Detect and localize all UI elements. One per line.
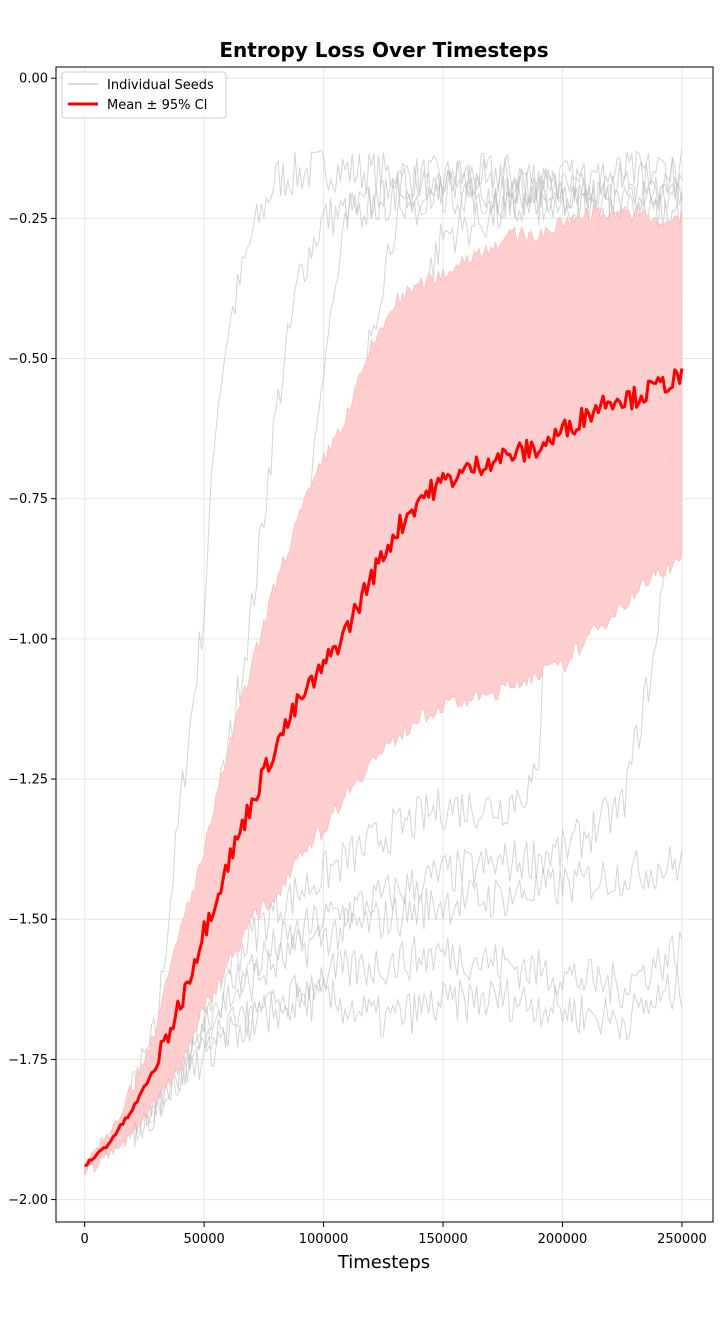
legend-box bbox=[61, 71, 227, 119]
y-tick-label: −1.75 bbox=[8, 1053, 48, 1068]
x-tick-label: 150000 bbox=[418, 1232, 468, 1247]
x-tick-label: 50000 bbox=[183, 1232, 224, 1247]
x-axis-ticks: 0 50000 100000 150000 200000 250000 bbox=[81, 1222, 707, 1247]
legend-label-mean: Mean ± 95% CI bbox=[107, 98, 208, 113]
seed-line bbox=[84, 149, 683, 1171]
y-tick-label: −1.25 bbox=[8, 773, 48, 788]
y-axis-ticks: 0.00 −0.25 −0.50 −0.75 −1.00 −1.25 −1.50 −1.75 −… bbox=[8, 72, 56, 1208]
legend-label-seeds: Individual Seeds bbox=[107, 78, 214, 93]
y-tick-label: 0.00 bbox=[19, 72, 48, 87]
legend: Individual Seeds Mean ± 95% CI bbox=[61, 71, 227, 119]
mean-line bbox=[84, 368, 684, 1168]
y-tick-label: −0.75 bbox=[8, 492, 48, 507]
chart-title: Entropy Loss Over Timesteps bbox=[219, 38, 548, 62]
mean-line-group bbox=[84, 368, 684, 1168]
x-tick-label: 200000 bbox=[538, 1232, 588, 1247]
x-tick-label: 0 bbox=[81, 1232, 89, 1247]
seed-line bbox=[84, 932, 683, 1168]
y-tick-label: −0.50 bbox=[8, 352, 48, 367]
y-tick-label: −2.00 bbox=[8, 1193, 48, 1208]
plot-frame bbox=[55, 66, 714, 1223]
y-tick-label: −0.25 bbox=[8, 212, 48, 227]
y-tick-label: −1.00 bbox=[8, 632, 48, 647]
y-tick-label: −1.50 bbox=[8, 913, 48, 928]
x-tick-label: 250000 bbox=[657, 1232, 707, 1247]
x-axis-label: Timesteps bbox=[337, 1252, 430, 1273]
seed-line bbox=[84, 967, 683, 1167]
x-tick-label: 100000 bbox=[299, 1232, 349, 1247]
